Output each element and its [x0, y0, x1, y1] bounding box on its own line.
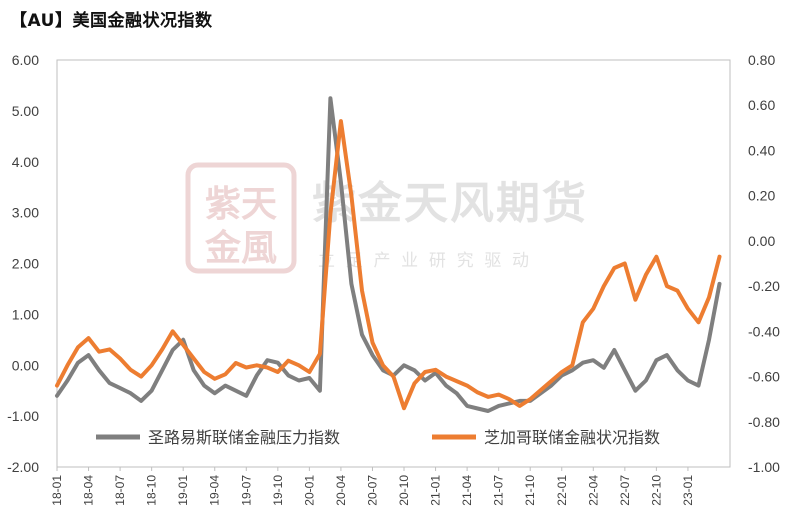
watermark-seal-bottom: 金風 [204, 227, 277, 268]
y-right-tick-label: 0.20 [748, 188, 775, 204]
axes-layer: 6.00 5.00 4.00 3.00 2.00 1.00 0.00 -1.00 -2.00 0.… [7, 52, 780, 506]
x-tick-label: 21-10 [523, 475, 537, 506]
x-tick-label: 18-04 [82, 475, 96, 506]
x-tick-label: 18-01 [50, 475, 64, 506]
y-left-tick-label: -2.00 [7, 459, 39, 475]
x-tick-label: 22-01 [555, 475, 569, 506]
plot-area-border [56, 59, 731, 468]
x-tick-label: 19-07 [239, 475, 253, 506]
x-tick-label: 20-04 [334, 475, 348, 506]
x-tick-label: 21-07 [492, 475, 506, 506]
y-left-tick-label: 0.00 [12, 357, 39, 373]
watermark-company: 紫金天风期货 [312, 179, 588, 228]
y-right-tick-label: -0.40 [748, 323, 780, 339]
y-left-tick-label: 1.00 [12, 306, 39, 322]
y-left-tick-label: 4.00 [12, 154, 39, 170]
y-right-tick-label: 0.40 [748, 142, 775, 158]
y-right-tick-label: 0.60 [748, 97, 775, 113]
y-right-tick-label: 0.00 [748, 233, 775, 249]
legend: 圣路易斯联储金融压力指数 芝加哥联储金融状况指数 [96, 429, 660, 447]
y-right-tick-label: -0.20 [748, 278, 780, 294]
legend-label-2: 芝加哥联储金融状况指数 [484, 429, 660, 447]
y-right-tick-label: -0.60 [748, 369, 780, 385]
x-tick-label: 21-04 [460, 475, 474, 506]
legend-label-1: 圣路易斯联储金融压力指数 [148, 429, 340, 447]
x-tick-label: 22-10 [649, 475, 663, 506]
watermark: 紫天 金風 紫金天风期货 立 足 产 业 研 究 驱 动 [185, 162, 588, 274]
x-tick-label: 21-01 [429, 475, 443, 506]
x-tick-label: 22-07 [618, 475, 632, 506]
y-right-tick-label: -0.80 [748, 414, 780, 430]
y-left-tick-label: 5.00 [12, 103, 39, 119]
x-tick-label: 22-04 [586, 475, 600, 506]
watermark-seal-top: 紫天 [205, 183, 277, 224]
x-tick-label: 18-10 [145, 475, 159, 506]
y-left-tick-label: 6.00 [12, 52, 39, 68]
x-tick-label: 20-10 [397, 475, 411, 506]
x-tick-label: 20-07 [365, 475, 379, 506]
series-line-2 [55, 119, 722, 411]
watermark-seal [185, 162, 297, 274]
y-right-tick-label: 0.80 [748, 52, 775, 68]
y-left-tick-label: 2.00 [12, 256, 39, 272]
chart-title: 【AU】美国金融状况指数 [10, 11, 213, 31]
x-tick-label: 19-10 [271, 475, 285, 506]
series-layer [55, 96, 722, 413]
y-left-tick-label: -1.00 [7, 408, 39, 424]
x-tick-label: 19-04 [208, 475, 222, 506]
y-left-tick-label: 3.00 [12, 205, 39, 221]
x-tick-label: 20-01 [302, 475, 316, 506]
x-tick-label: 19-01 [176, 475, 190, 506]
x-tick-label: 18-07 [113, 475, 127, 506]
y-right-tick-label: -1.00 [748, 459, 780, 475]
x-tick-label: 23-01 [681, 475, 695, 506]
watermark-slogan: 立 足 产 业 研 究 驱 动 [318, 251, 532, 270]
